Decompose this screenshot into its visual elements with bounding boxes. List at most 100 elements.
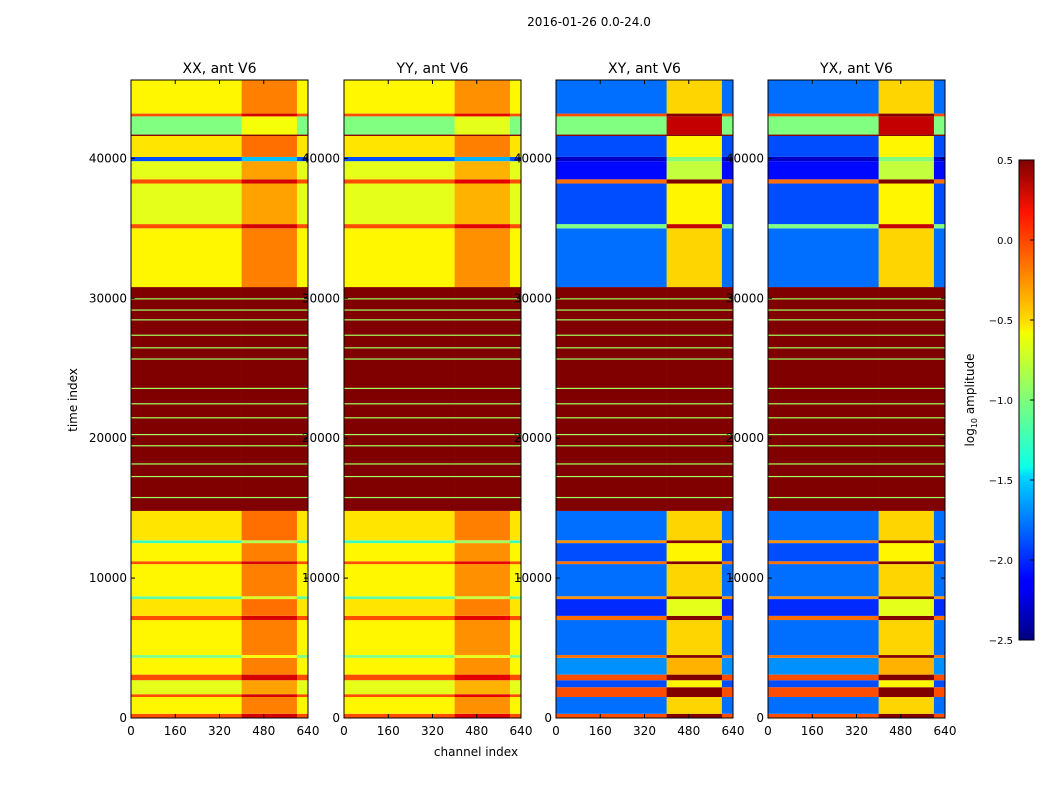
heatmap-cell <box>556 134 667 136</box>
heatmap-cell <box>509 615 522 621</box>
heatmap-cell <box>509 287 522 511</box>
heatmap-cell <box>241 183 298 225</box>
heatmap-row-line <box>768 298 945 300</box>
heatmap-cell <box>344 135 455 157</box>
heatmap-cell <box>296 540 309 544</box>
heatmap-row-line <box>768 358 945 360</box>
heatmap-cell <box>344 620 455 656</box>
heatmap-cell <box>344 596 455 600</box>
heatmap-cell <box>878 599 935 616</box>
panel-title: XY, ant V6 <box>608 61 681 77</box>
heatmap-row-line <box>556 433 733 436</box>
heatmap-row-line <box>556 475 733 478</box>
heatmap-row-line <box>768 309 945 311</box>
heatmap-cell <box>721 80 734 114</box>
y-tick-label: 20000 <box>89 431 127 445</box>
heatmap-cell <box>768 564 879 597</box>
heatmap-row-line <box>556 298 733 300</box>
heatmap-cell <box>241 599 298 616</box>
heatmap-row-line <box>131 433 308 436</box>
heatmap-cell <box>131 224 242 229</box>
heatmap-cell <box>878 713 935 718</box>
heatmap-cell <box>666 674 723 681</box>
x-tick-label: 320 <box>845 724 868 738</box>
heatmap-cell <box>666 561 723 565</box>
heatmap-cell <box>666 183 723 225</box>
heatmap-row-line <box>131 319 308 321</box>
heatmap-cell <box>721 680 734 688</box>
heatmap-cell <box>344 161 455 180</box>
heatmap-cell <box>241 134 298 136</box>
heatmap-row-line <box>131 475 308 478</box>
heatmap-cell <box>768 116 879 135</box>
heatmap-row-line <box>344 475 521 478</box>
panel-title: XX, ant V6 <box>183 61 257 77</box>
heatmap-cell <box>721 183 734 225</box>
colorbar-tick-label: −1.5 <box>989 476 1013 487</box>
heatmap-row-line <box>344 334 521 336</box>
heatmap-cell <box>454 134 511 136</box>
heatmap-cell <box>131 694 242 698</box>
heatmap-cell <box>933 561 946 565</box>
heatmap-cell <box>454 161 511 180</box>
heatmap-cell <box>241 179 298 184</box>
heatmap-cell <box>241 135 298 157</box>
heatmap-cell <box>454 116 511 135</box>
heatmap-cell <box>454 599 511 616</box>
heatmap-cell <box>721 228 734 288</box>
heatmap-row-line <box>131 463 308 465</box>
heatmap-cell <box>768 561 879 565</box>
heatmap-cell <box>509 224 522 229</box>
heatmap <box>768 80 946 718</box>
heatmap-cell <box>721 116 734 135</box>
heatmap-cell <box>878 615 935 621</box>
heatmap-cell <box>721 713 734 718</box>
x-tick-label: 320 <box>421 724 444 738</box>
y-tick-label: 10000 <box>726 571 764 585</box>
heatmap-cell <box>131 543 242 562</box>
x-tick-label: 320 <box>208 724 231 738</box>
heatmap-cell <box>768 80 879 114</box>
heatmap-cell <box>509 540 522 544</box>
colorbar-tick-label: −2.0 <box>989 556 1013 567</box>
heatmap-cell <box>241 655 298 658</box>
heatmap-cell <box>933 161 946 180</box>
heatmap-cell <box>556 564 667 597</box>
heatmap-cell <box>296 156 309 162</box>
heatmap-cell <box>296 713 309 718</box>
heatmap-cell <box>344 156 455 162</box>
heatmap-row-line <box>768 475 945 478</box>
heatmap-cell <box>666 680 723 688</box>
heatmap-cell <box>241 113 298 117</box>
heatmap-cell <box>666 179 723 184</box>
heatmap-cell <box>666 510 723 541</box>
heatmap-cell <box>666 287 723 511</box>
x-tick-label: 160 <box>589 724 612 738</box>
heatmap-cell <box>241 228 298 288</box>
heatmap-cell <box>509 680 522 695</box>
y-tick-label: 40000 <box>726 151 764 165</box>
heatmap-cell <box>768 135 879 157</box>
heatmap-cell <box>131 615 242 621</box>
heatmap-cell <box>454 596 511 600</box>
heatmap-cell <box>131 134 242 136</box>
heatmap-cell <box>878 540 935 544</box>
heatmap-cell <box>933 134 946 136</box>
heatmap-cell <box>933 540 946 544</box>
heatmap-cell <box>933 713 946 718</box>
heatmap-row-line <box>556 358 733 360</box>
heatmap-cell <box>768 540 879 544</box>
heatmap-cell <box>768 687 879 698</box>
heatmap-cell <box>556 510 667 541</box>
heatmap-row-line <box>556 463 733 465</box>
heatmap-cell <box>131 113 242 117</box>
heatmap-cell <box>721 113 734 117</box>
heatmap-cell <box>768 713 879 718</box>
x-tick-label: 160 <box>377 724 400 738</box>
heatmap-cell <box>344 540 455 544</box>
heatmap-cell <box>296 135 309 157</box>
heatmap-cell <box>556 179 667 184</box>
heatmap-cell <box>344 116 455 135</box>
y-tick-label: 0 <box>332 711 340 725</box>
heatmap-cell <box>878 80 935 114</box>
